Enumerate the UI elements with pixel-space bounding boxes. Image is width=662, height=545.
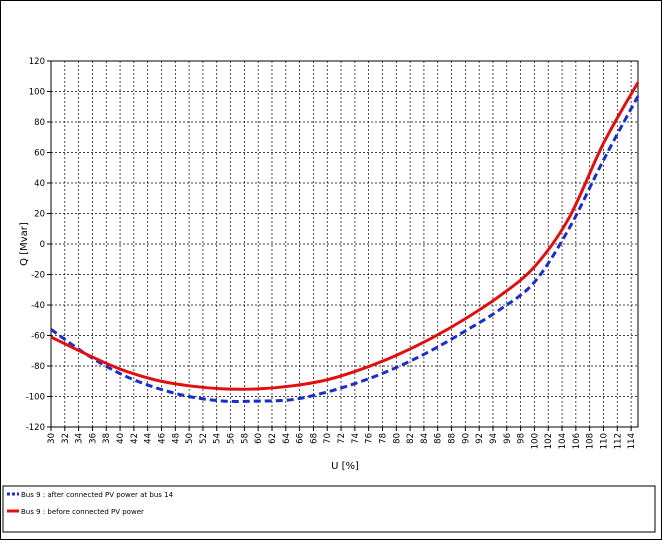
y-tick-label: -60 bbox=[31, 332, 45, 342]
x-tick-label: 86 bbox=[434, 433, 444, 444]
x-tick-label: 38 bbox=[102, 433, 112, 444]
y-tick-label: -80 bbox=[31, 362, 45, 372]
x-tick-label: 40 bbox=[116, 433, 126, 444]
x-tick-label: 76 bbox=[365, 433, 375, 444]
x-tick-label: 34 bbox=[75, 433, 85, 444]
x-tick-label: 44 bbox=[144, 433, 154, 444]
x-tick-label: 88 bbox=[448, 433, 458, 444]
x-tick-label: 72 bbox=[337, 433, 347, 444]
x-tick-label: 36 bbox=[88, 433, 98, 444]
x-tick-label: 102 bbox=[544, 433, 554, 449]
x-tick-label: 90 bbox=[461, 433, 471, 444]
x-tick-label: 52 bbox=[199, 433, 209, 444]
x-tick-label: 100 bbox=[530, 433, 540, 449]
legend-box bbox=[2, 485, 656, 533]
y-tick-label: 40 bbox=[34, 179, 45, 189]
x-axis-label: U [%] bbox=[331, 461, 359, 472]
x-tick-label: 84 bbox=[420, 433, 430, 444]
x-tick-label: 32 bbox=[61, 433, 71, 444]
x-tick-label: 70 bbox=[323, 433, 333, 444]
x-tick-label: 50 bbox=[185, 433, 195, 444]
x-tick-label: 68 bbox=[309, 433, 319, 444]
x-tick-label: 80 bbox=[392, 433, 402, 444]
x-tick-label: 106 bbox=[572, 433, 582, 449]
x-tick-label: 58 bbox=[240, 433, 250, 444]
x-tick-label: 74 bbox=[351, 433, 361, 444]
y-axis-ticks: 120 100 80 60 40 20 0 -20 -40 -60 -80 -100 -120 bbox=[26, 57, 51, 433]
y-tick-label: 0 bbox=[40, 240, 45, 250]
series-lines bbox=[50, 81, 640, 403]
x-tick-label: 56 bbox=[227, 433, 237, 444]
y-tick-label: 100 bbox=[29, 88, 45, 98]
x-tick-label: 64 bbox=[282, 433, 292, 444]
x-tick-label: 110 bbox=[599, 433, 609, 449]
x-tick-label: 46 bbox=[157, 433, 167, 444]
y-tick-label: 20 bbox=[34, 210, 45, 220]
x-tick-label: 114 bbox=[627, 433, 637, 449]
y-tick-label: -100 bbox=[26, 393, 45, 403]
x-tick-label: 66 bbox=[296, 433, 306, 444]
x-axis-ticks: 30 32 34 36 38 40 42 44 46 48 50 52 54 56 58 60 62 64 66 68… bbox=[47, 427, 637, 449]
x-tick-label: 112 bbox=[613, 433, 623, 449]
legend-label-1: Bus 9 : before connected PV power bbox=[21, 508, 144, 516]
x-tick-label: 60 bbox=[254, 433, 264, 444]
y-tick-label: -40 bbox=[31, 301, 45, 311]
x-tick-label: 98 bbox=[517, 433, 527, 444]
x-tick-label: 78 bbox=[378, 433, 388, 444]
x-tick-label: 48 bbox=[171, 433, 181, 444]
x-tick-label: 62 bbox=[268, 433, 278, 444]
x-tick-label: 108 bbox=[586, 433, 596, 449]
y-tick-label: 60 bbox=[34, 149, 45, 159]
legend-label-0: Bus 9 : after connected PV power at bus … bbox=[21, 491, 174, 499]
series-line-1 bbox=[50, 81, 640, 391]
x-tick-label: 92 bbox=[475, 433, 485, 444]
y-tick-label: 80 bbox=[34, 118, 45, 128]
y-tick-label: -20 bbox=[31, 271, 45, 281]
legend: Bus 9 : after connected PV power at bus … bbox=[7, 491, 174, 516]
x-tick-label: 82 bbox=[406, 433, 416, 444]
x-tick-label: 94 bbox=[489, 433, 499, 444]
x-tick-label: 54 bbox=[213, 433, 223, 444]
y-axis-label: Q [Mvar] bbox=[19, 222, 30, 266]
x-tick-label: 30 bbox=[47, 433, 57, 444]
y-tick-label: -120 bbox=[26, 423, 45, 433]
x-tick-label: 96 bbox=[503, 433, 513, 444]
y-tick-label: 120 bbox=[29, 57, 45, 67]
x-tick-label: 104 bbox=[558, 433, 568, 449]
x-tick-label: 42 bbox=[130, 433, 140, 444]
